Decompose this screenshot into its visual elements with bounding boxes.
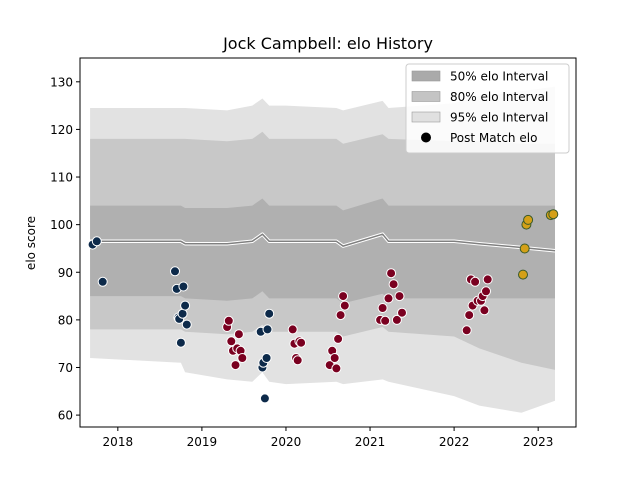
post-match-elo-point [97, 276, 108, 287]
post-match-elo-point [181, 319, 192, 330]
post-match-elo-point [377, 303, 388, 313]
chart-title: Jock Campbell: elo History [222, 34, 433, 53]
x-tick-label: 2020 [271, 435, 302, 449]
post-match-elo-point [461, 325, 472, 336]
y-tick-label: 130 [50, 75, 73, 89]
post-match-elo-point [259, 393, 270, 404]
post-match-elo-point [479, 305, 490, 316]
y-tick-label: 80 [58, 313, 73, 327]
post-match-elo-point [237, 353, 248, 363]
x-tick-label: 2023 [523, 435, 554, 449]
post-match-elo-point [519, 243, 530, 254]
legend: 50% elo Interval 80% elo Interval 95% elo … [405, 63, 570, 154]
plot-frame [79, 57, 577, 428]
post-match-elo-point [464, 310, 475, 321]
mean-elo-line [90, 233, 556, 252]
post-match-elo-point [482, 274, 493, 285]
post-match-elo-point [518, 269, 528, 280]
post-match-elo-point [233, 329, 244, 340]
y-tick-label: 70 [58, 361, 73, 375]
post-match-elo-point [178, 281, 189, 292]
post-match-elo-point [397, 307, 407, 318]
legend-label: 50% elo Interval [450, 70, 548, 84]
x-tick-label: 2018 [103, 435, 134, 449]
x-tick-label: 2019 [187, 435, 218, 449]
post-match-elo-point [230, 360, 241, 371]
y-tick-label: 120 [50, 123, 73, 137]
post-match-elo-point [91, 236, 102, 247]
post-match-elo-point [223, 315, 234, 326]
post-match-elo-point [548, 209, 559, 220]
legend-swatch [411, 91, 441, 102]
post-match-elo-point [481, 286, 491, 297]
post-match-elo-point [331, 363, 342, 374]
legend-swatch [411, 70, 441, 82]
y-tick-label: 100 [50, 218, 73, 232]
post-match-elo-point [388, 279, 399, 290]
post-match-elo-point [339, 300, 350, 311]
post-match-elo-point [470, 276, 481, 287]
post-match-elo-point [226, 336, 237, 347]
post-match-elo-point [296, 337, 307, 348]
post-match-elo-point [383, 293, 394, 304]
post-match-elo-point [175, 337, 186, 348]
legend-label: 80% elo Interval [450, 90, 548, 104]
legend-label: Post Match elo [450, 131, 537, 145]
y-tick-label: 90 [58, 266, 73, 280]
post-match-elo-point [523, 214, 534, 225]
post-match-elo-point [386, 268, 397, 279]
y-tick-label: 110 [50, 171, 73, 185]
post-match-elo-point [180, 300, 191, 311]
y-axis-label: elo score [24, 216, 38, 270]
post-match-elo-point [329, 353, 340, 363]
post-match-elo-point [261, 353, 272, 363]
legend-swatch [411, 111, 441, 123]
axes: 2018 2019 2020 2021 2022 2023 60 70 80 90 100 110 12… [50, 57, 577, 449]
plot-area [87, 86, 559, 413]
post-match-elo-point [335, 310, 346, 321]
post-match-elo-point [394, 291, 405, 302]
post-match-elo-point [391, 314, 402, 325]
plot-content [87, 86, 559, 413]
x-tick-label: 2022 [439, 435, 470, 449]
post-match-elo-point [170, 266, 180, 277]
post-match-elo-point [264, 308, 275, 319]
post-match-elo-point [380, 315, 391, 326]
post-match-elo-point [262, 324, 273, 335]
x-tick-label: 2021 [355, 435, 386, 449]
legend-box [405, 63, 570, 154]
y-tick-label: 60 [58, 409, 73, 423]
legend-marker [421, 132, 431, 143]
legend-label: 95% elo Interval [450, 111, 548, 125]
post-match-elo-point [287, 324, 298, 335]
post-match-elo-point [292, 355, 303, 366]
post-match-elo-point [338, 291, 349, 302]
post-match-elo-point [333, 333, 344, 344]
band-50-interval [90, 198, 555, 304]
